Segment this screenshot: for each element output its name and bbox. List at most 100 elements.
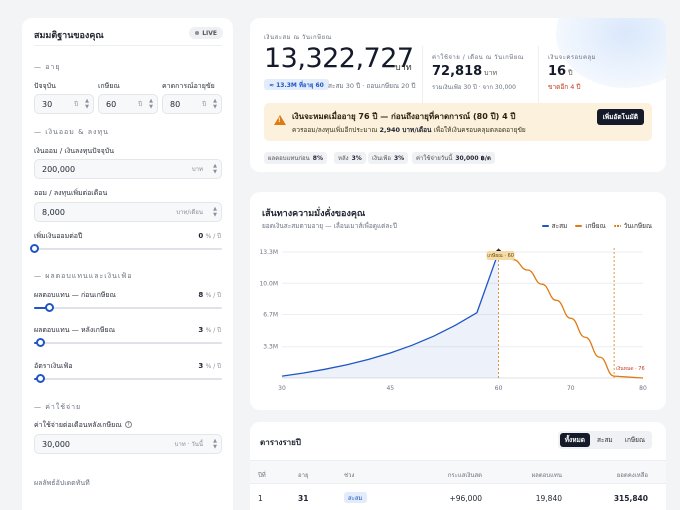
retire-balance-caption: เงินสะสม ณ วันเกษียณ — [264, 34, 332, 41]
current-age-label: ปัจจุบัน — [34, 82, 56, 90]
cell-balance: 315,840 — [613, 494, 648, 503]
warning-icon — [274, 115, 286, 125]
auto-increase-button[interactable]: เพิ่มอัตโนมัติ — [596, 109, 644, 125]
table-header: ปีที่ อายุ ช่วง กระแสเงินสด ผลตอบแทน ยอด… — [250, 460, 666, 484]
chip-inflation: เงินเฟ้อ 3% — [368, 152, 409, 164]
post-return-value: 3 % / ปี — [198, 326, 221, 334]
section-returns: — ผลตอบแทนและเงินเฟ้อ — [34, 272, 133, 280]
stepper-icon[interactable]: ▲ ▼ — [85, 98, 89, 110]
section-age: — อายุ — [34, 63, 61, 71]
alert-sub: ควรออม/ลงทุนเพิ่มอีกประมาณ 2,940 บาท/เดื… — [292, 126, 526, 134]
inflation-label: อัตราเงินเฟ้อ — [34, 362, 73, 370]
saving-growth-slider[interactable] — [34, 248, 222, 250]
legend-retire: เกษียณ — [575, 221, 606, 231]
x-tick-label: 45 — [386, 385, 394, 392]
col-cashflow: กระแสเงินสด — [447, 472, 482, 479]
filter-all[interactable]: ทั้งหมด — [559, 433, 590, 447]
current-savings-label: เงินออม / เงินลงทุนปัจจุบัน — [34, 147, 115, 155]
cover-caption: เงินจะครอบคลุม — [548, 54, 597, 61]
monthly-expense-input[interactable]: 30,000 บาท · วันนี้ ▲ ▼ — [34, 434, 222, 454]
chip-expense-today: ค่าใช้จ่ายวันนี้ 30,000 ฿/ด — [412, 152, 495, 164]
legend-accumulate: สะสม — [541, 221, 567, 231]
slider-handle[interactable] — [35, 374, 45, 383]
wealth-chart-card: เส้นทางความมั่งคั่งของคุณ ยอดเงินสะสมตาม… — [250, 192, 666, 410]
cell-return: 19,840 — [535, 494, 562, 503]
y-tick-label: 10.0M — [259, 280, 278, 287]
current-savings-input[interactable]: 200,000 บาท ▲ ▼ — [34, 159, 222, 179]
slider-handle[interactable] — [35, 338, 45, 347]
help-icon[interactable]: ? — [124, 421, 132, 428]
filter-accumulate[interactable]: สะสม — [597, 436, 613, 444]
stepper-icon[interactable]: ▲ ▼ — [213, 438, 217, 450]
pre-return-label: ผลตอบแทน — ก่อนเกษียณ — [34, 291, 117, 299]
series-retire-tail — [614, 375, 644, 379]
pre-return-slider[interactable] — [34, 307, 222, 309]
life-exp-input[interactable]: 80 ปี ▲ ▼ — [162, 94, 222, 114]
retire-age-input[interactable]: 60 ปี ▲ ▼ — [98, 94, 158, 114]
saving-growth-value: 0 % / ปี — [198, 232, 221, 240]
chip-post-return: หลัง 3% — [334, 152, 366, 164]
peak-label-bg — [486, 251, 515, 260]
slider-handle[interactable] — [30, 244, 39, 253]
chart-title: เส้นทางความมั่งคั่งของคุณ — [262, 209, 366, 219]
col-return: ผลตอบแทน — [531, 472, 562, 479]
depletion-label: เงินหมด · 76 — [616, 365, 645, 372]
series-accumulate-line — [281, 251, 500, 377]
monthly-saving-input[interactable]: 8,000 บาท/เดือน ▲ ▼ — [34, 202, 222, 222]
pre-return-value: 8 % / ปี — [198, 291, 221, 299]
chip-pre-return: ผลตอบแทนก่อน 8% — [264, 152, 327, 164]
divider — [422, 46, 423, 106]
cell-age: 31 — [298, 494, 309, 503]
filter-retire[interactable]: เกษียณ — [624, 436, 645, 444]
yearly-table-card: ตารางรายปี ทั้งหมด สะสม เกษียณ ปีที่ อาย… — [250, 422, 666, 510]
retire-balance-badge: ≈ 13.3M ที่อายุ 60 — [264, 79, 329, 90]
summary-card: เงินสะสม ณ วันเกษียณ 13,322,727 บาท ≈ 13… — [250, 18, 666, 172]
shortfall-alert: เงินจะหมดเมื่ออายุ 76 ปี — ก่อนถึงอายุที… — [264, 103, 652, 141]
series-retire-line — [498, 251, 615, 377]
inflation-value: 3 % / ปี — [198, 362, 221, 370]
x-tick-label: 30 — [278, 385, 286, 392]
stepper-icon[interactable]: ▲ ▼ — [149, 98, 153, 110]
y-tick-label: 13.3M — [259, 249, 278, 256]
stepper-icon[interactable]: ▲ ▼ — [213, 206, 217, 218]
retire-balance-amount: 13,322,727 — [264, 43, 414, 74]
x-tick-label: 70 — [567, 385, 575, 392]
post-return-slider[interactable] — [34, 342, 222, 344]
stepper-icon[interactable]: ▲ ▼ — [213, 163, 217, 175]
cell-year: 1 — [258, 494, 263, 503]
divider — [538, 46, 539, 106]
col-phase: ช่วง — [344, 472, 355, 479]
x-tick-label: 60 — [495, 385, 503, 392]
footnote: ผลลัพธ์อัปเดตทันที — [34, 479, 90, 487]
cell-cashflow: +96,000 — [449, 494, 482, 503]
assumptions-panel: สมมติฐานของคุณ LIVE — อายุ ปัจจุบัน เกษี… — [22, 18, 233, 510]
col-age: อายุ — [298, 472, 309, 479]
x-tick-label: 80 — [639, 385, 647, 392]
slider-handle[interactable] — [45, 303, 55, 312]
live-dot-icon — [195, 31, 200, 35]
inflation-slider[interactable] — [34, 378, 222, 380]
section-savings: — เงินออม & ลงทุน — [34, 128, 109, 136]
divider — [34, 45, 222, 46]
live-badge: LIVE — [189, 27, 223, 39]
life-exp-label: คาดการณ์อายุขัย — [162, 82, 215, 90]
col-balance: ยอดคงเหลือ — [616, 472, 648, 479]
y-tick-label: 6.7M — [263, 312, 278, 319]
expense-sub: รวมเงินเฟ้อ 30 ปี · จาก 30,000 — [432, 84, 516, 91]
col-year: ปีที่ — [258, 472, 266, 479]
current-age-input[interactable]: 30 ปี ▲ ▼ — [34, 94, 94, 114]
retire-balance-sub: สะสม 30 ปี · ถอนเกษียณ 20 ปี — [328, 82, 416, 90]
saving-growth-label: เพิ่มเงินออมต่อปี — [34, 232, 83, 240]
retire-balance-unit: บาท — [395, 63, 412, 73]
y-tick-label: 3.3M — [263, 344, 278, 351]
legend-retire-age: วันเกษียณ — [613, 221, 652, 231]
retire-age-label: เกษียณ — [98, 82, 120, 90]
expense-caption: ค่าใช้จ่าย / เดือน ณ วันเกษียณ — [432, 54, 524, 61]
monthly-saving-label: ออม / ลงทุนเพิ่มต่อเดือน — [34, 189, 108, 197]
peak-label: เกษียณ · 60 — [487, 252, 514, 259]
monthly-expense-label: ค่าใช้จ่ายต่อเดือนหลังเกษียณ? — [34, 420, 132, 431]
stepper-icon[interactable]: ▲ ▼ — [213, 98, 217, 110]
phase-badge: สะสม — [344, 492, 367, 503]
table-filter: ทั้งหมด สะสม เกษียณ — [557, 431, 652, 449]
